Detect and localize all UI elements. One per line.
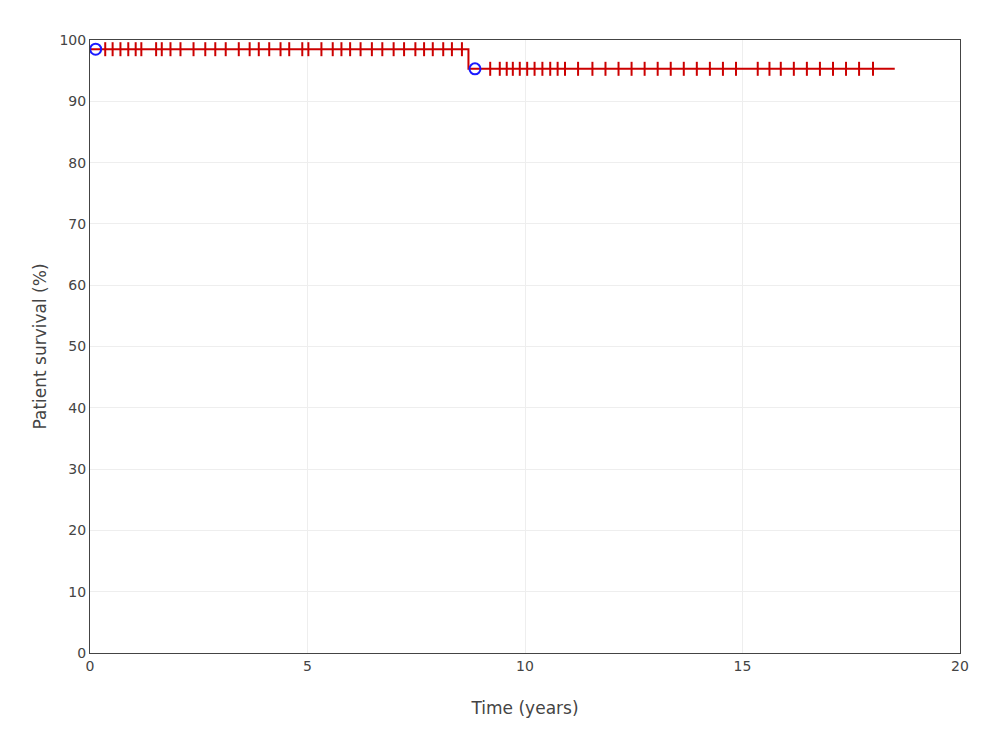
svg-text:10: 10	[516, 658, 534, 674]
svg-text:Patient survival (%): Patient survival (%)	[30, 263, 50, 429]
svg-text:60: 60	[68, 277, 86, 293]
svg-text:0: 0	[77, 645, 86, 661]
svg-text:20: 20	[68, 522, 86, 538]
svg-text:70: 70	[68, 216, 86, 232]
svg-text:15: 15	[734, 658, 752, 674]
svg-text:0: 0	[86, 658, 95, 674]
svg-text:10: 10	[68, 584, 86, 600]
svg-text:40: 40	[68, 400, 86, 416]
svg-text:Time (years): Time (years)	[470, 698, 578, 718]
svg-text:100: 100	[59, 32, 86, 48]
svg-text:80: 80	[68, 155, 86, 171]
svg-text:20: 20	[951, 658, 969, 674]
svg-text:90: 90	[68, 93, 86, 109]
svg-text:30: 30	[68, 461, 86, 477]
svg-text:5: 5	[303, 658, 312, 674]
svg-text:50: 50	[68, 338, 86, 354]
